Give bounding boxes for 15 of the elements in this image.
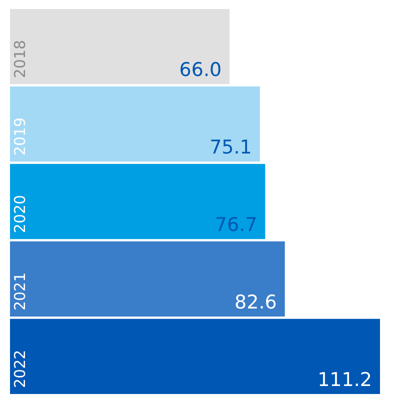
bar [10, 86, 260, 162]
data-label: 76.7 [214, 214, 258, 236]
bar [10, 9, 230, 84]
bar [10, 318, 380, 394]
y-tick-label: 2021 [11, 272, 29, 311]
y-tick-label: 2019 [11, 117, 29, 156]
data-label: 75.1 [210, 136, 252, 159]
data-label: 66.0 [179, 59, 222, 82]
bar [10, 241, 285, 317]
data-label: 82.6 [234, 292, 277, 314]
bar [10, 164, 266, 240]
y-tick-label: 2018 [11, 40, 29, 78]
y-tick-label: 2022 [11, 350, 29, 388]
data-label: 111.2 [318, 369, 372, 391]
y-tick-label: 2020 [11, 194, 29, 234]
